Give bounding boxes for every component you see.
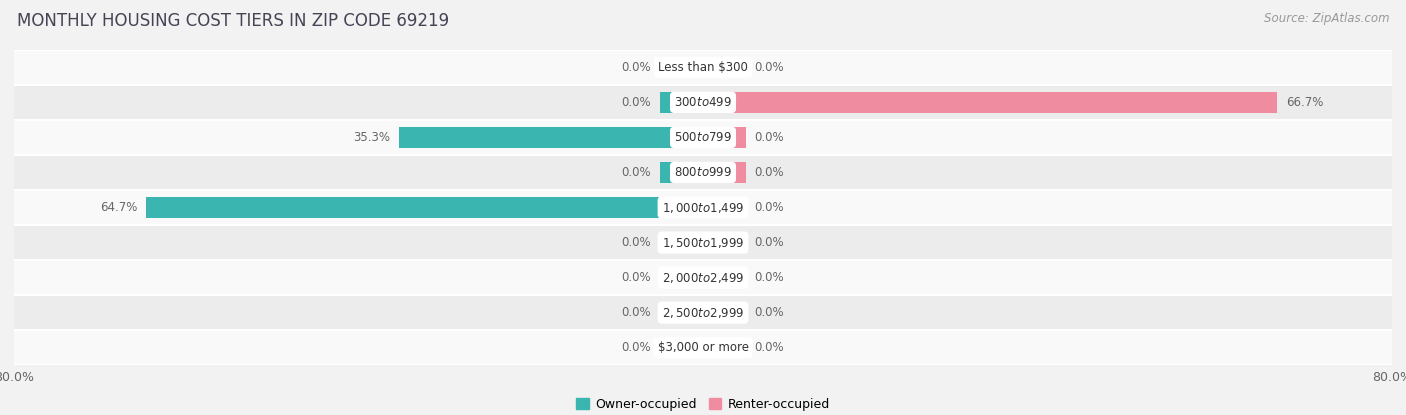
Bar <box>703 92 1278 112</box>
Text: 64.7%: 64.7% <box>100 201 138 214</box>
Bar <box>659 337 703 358</box>
Bar <box>14 190 1392 225</box>
Bar <box>703 232 747 253</box>
Text: $3,000 or more: $3,000 or more <box>658 341 748 354</box>
Text: 0.0%: 0.0% <box>755 166 785 179</box>
Bar <box>14 330 1392 365</box>
Text: 0.0%: 0.0% <box>755 61 785 74</box>
Text: 0.0%: 0.0% <box>755 271 785 284</box>
Bar <box>14 155 1392 190</box>
Bar <box>659 92 703 112</box>
Text: $2,000 to $2,499: $2,000 to $2,499 <box>662 271 744 285</box>
Text: $500 to $799: $500 to $799 <box>673 131 733 144</box>
Text: 66.7%: 66.7% <box>1286 96 1323 109</box>
Bar <box>703 303 747 323</box>
Bar <box>703 57 747 78</box>
Text: 0.0%: 0.0% <box>755 341 785 354</box>
Bar <box>659 267 703 288</box>
Text: 0.0%: 0.0% <box>755 306 785 319</box>
Bar <box>703 162 747 183</box>
Text: 0.0%: 0.0% <box>755 236 785 249</box>
Bar <box>146 198 703 217</box>
Text: $300 to $499: $300 to $499 <box>673 96 733 109</box>
Bar <box>703 198 747 217</box>
Text: 0.0%: 0.0% <box>621 306 651 319</box>
Text: 0.0%: 0.0% <box>621 166 651 179</box>
Bar <box>659 57 703 78</box>
Text: MONTHLY HOUSING COST TIERS IN ZIP CODE 69219: MONTHLY HOUSING COST TIERS IN ZIP CODE 6… <box>17 12 449 30</box>
Bar <box>703 127 747 148</box>
Bar <box>14 50 1392 85</box>
Text: Less than $300: Less than $300 <box>658 61 748 74</box>
Bar <box>14 85 1392 120</box>
Bar <box>703 267 747 288</box>
Text: 0.0%: 0.0% <box>621 61 651 74</box>
Bar <box>14 260 1392 295</box>
Text: Source: ZipAtlas.com: Source: ZipAtlas.com <box>1264 12 1389 25</box>
Bar <box>703 337 747 358</box>
Text: $2,500 to $2,999: $2,500 to $2,999 <box>662 305 744 320</box>
Text: 0.0%: 0.0% <box>621 271 651 284</box>
Text: 0.0%: 0.0% <box>621 96 651 109</box>
Text: $1,000 to $1,499: $1,000 to $1,499 <box>662 200 744 215</box>
Bar <box>14 225 1392 260</box>
Text: 0.0%: 0.0% <box>755 201 785 214</box>
Text: 0.0%: 0.0% <box>621 236 651 249</box>
Legend: Owner-occupied, Renter-occupied: Owner-occupied, Renter-occupied <box>571 393 835 415</box>
Text: 0.0%: 0.0% <box>621 341 651 354</box>
Bar <box>659 162 703 183</box>
Text: 35.3%: 35.3% <box>353 131 391 144</box>
Text: $1,500 to $1,999: $1,500 to $1,999 <box>662 236 744 249</box>
Bar <box>659 232 703 253</box>
Bar <box>659 303 703 323</box>
Bar <box>14 120 1392 155</box>
Bar <box>399 127 703 148</box>
Text: $800 to $999: $800 to $999 <box>673 166 733 179</box>
Text: 0.0%: 0.0% <box>755 131 785 144</box>
Bar <box>14 295 1392 330</box>
